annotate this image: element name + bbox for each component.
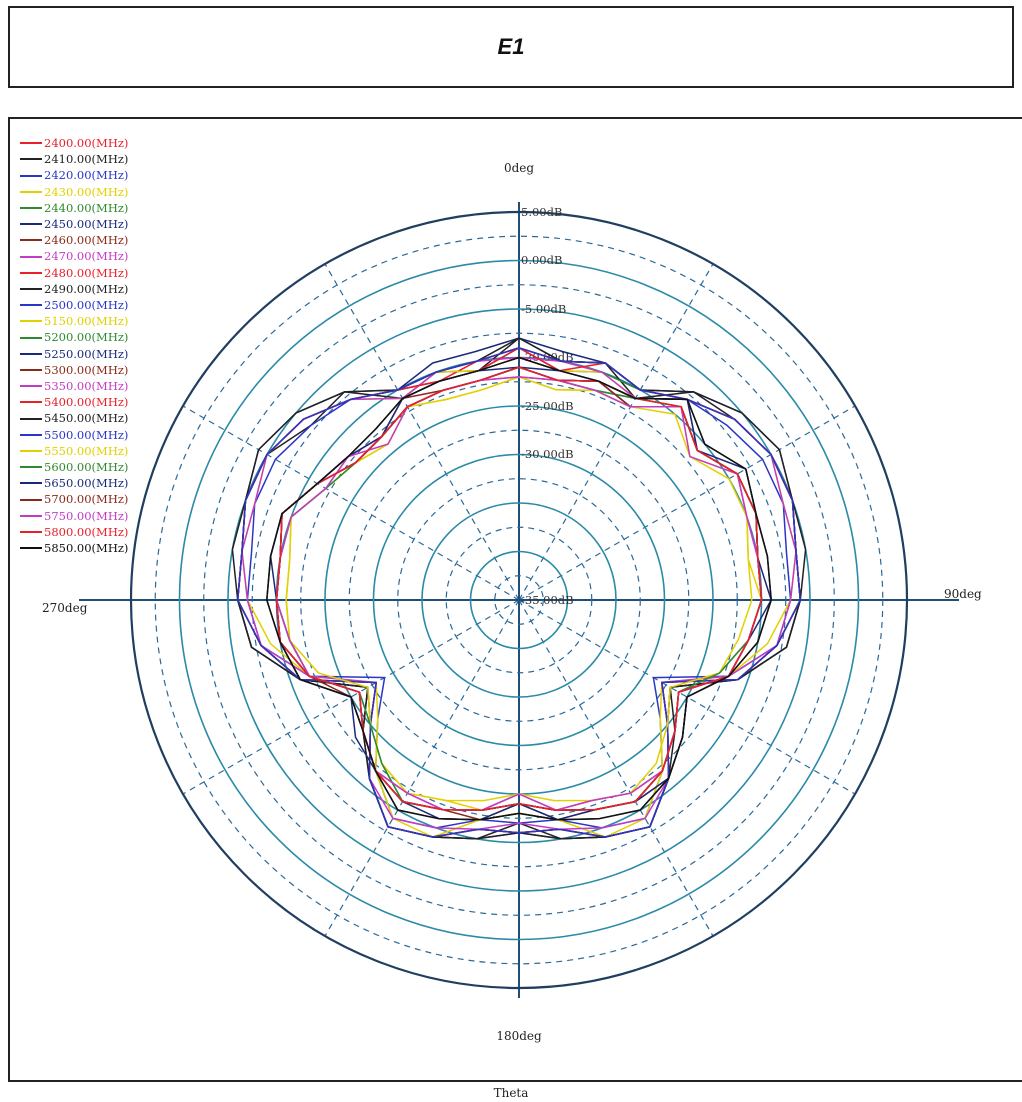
legend-swatch: [20, 288, 42, 290]
legend-item: 2400.00(MHz): [20, 135, 128, 151]
legend-swatch: [20, 547, 42, 549]
legend-swatch: [20, 515, 42, 517]
legend-label: 5450.00(MHz): [44, 410, 128, 426]
legend-item: 2420.00(MHz): [20, 167, 128, 183]
legend-label: 5850.00(MHz): [44, 540, 128, 556]
legend-swatch: [20, 207, 42, 209]
legend-item: 5500.00(MHz): [20, 427, 128, 443]
legend-item: 5250.00(MHz): [20, 346, 128, 362]
legend-swatch: [20, 482, 42, 484]
legend-label: 5600.00(MHz): [44, 459, 128, 475]
legend-item: 2470.00(MHz): [20, 248, 128, 264]
legend-item: 5700.00(MHz): [20, 491, 128, 507]
legend-label: 2490.00(MHz): [44, 281, 128, 297]
legend-swatch: [20, 434, 42, 436]
legend-item: 5150.00(MHz): [20, 313, 128, 329]
legend-item: 5750.00(MHz): [20, 508, 128, 524]
legend-item: 5800.00(MHz): [20, 524, 128, 540]
legend-swatch: [20, 353, 42, 355]
legend-swatch: [20, 304, 42, 306]
radial-tick-label: 0.00dB: [521, 253, 562, 267]
legend-item: 5450.00(MHz): [20, 410, 128, 426]
angle-label-180: 180deg: [496, 1029, 542, 1043]
legend-label: 5750.00(MHz): [44, 508, 128, 524]
legend: 2400.00(MHz) 2410.00(MHz) 2420.00(MHz) 2430…: [20, 135, 128, 556]
legend-item: 5650.00(MHz): [20, 475, 128, 491]
legend-label: 5250.00(MHz): [44, 346, 128, 362]
legend-swatch: [20, 369, 42, 371]
legend-item: 5550.00(MHz): [20, 443, 128, 459]
legend-item: 2480.00(MHz): [20, 265, 128, 281]
legend-swatch: [20, 499, 42, 501]
legend-swatch: [20, 272, 42, 274]
legend-swatch: [20, 239, 42, 241]
legend-label: 5500.00(MHz): [44, 427, 128, 443]
legend-label: 5350.00(MHz): [44, 378, 128, 394]
legend-swatch: [20, 337, 42, 339]
legend-label: 5300.00(MHz): [44, 362, 128, 378]
legend-swatch: [20, 256, 42, 258]
legend-item: 5600.00(MHz): [20, 459, 128, 475]
legend-item: 5850.00(MHz): [20, 540, 128, 556]
angle-label-270: 270deg: [42, 601, 88, 615]
legend-item: 5350.00(MHz): [20, 378, 128, 394]
legend-swatch: [20, 320, 42, 322]
legend-item: 2500.00(MHz): [20, 297, 128, 313]
legend-item: 2410.00(MHz): [20, 151, 128, 167]
legend-item: 2430.00(MHz): [20, 184, 128, 200]
legend-label: 5700.00(MHz): [44, 491, 128, 507]
legend-label: 5650.00(MHz): [44, 475, 128, 491]
legend-label: 2400.00(MHz): [44, 135, 128, 151]
legend-label: 2460.00(MHz): [44, 232, 128, 248]
legend-swatch: [20, 450, 42, 452]
legend-swatch: [20, 385, 42, 387]
legend-swatch: [20, 466, 42, 468]
angle-label-90: 90deg: [944, 587, 982, 601]
legend-label: 5550.00(MHz): [44, 443, 128, 459]
radial-tick-label: 5.00dB: [521, 205, 562, 219]
legend-item: 2450.00(MHz): [20, 216, 128, 232]
legend-label: 5200.00(MHz): [44, 329, 128, 345]
legend-swatch: [20, 142, 42, 144]
legend-label: 2420.00(MHz): [44, 167, 128, 183]
legend-label: 2410.00(MHz): [44, 151, 128, 167]
legend-swatch: [20, 418, 42, 420]
legend-swatch: [20, 191, 42, 193]
legend-label: 5400.00(MHz): [44, 394, 128, 410]
legend-label: 5150.00(MHz): [44, 313, 128, 329]
legend-label: 2450.00(MHz): [44, 216, 128, 232]
x-axis-label: Theta: [0, 1086, 1022, 1100]
legend-label: 2480.00(MHz): [44, 265, 128, 281]
legend-label: 2440.00(MHz): [44, 200, 128, 216]
legend-item: 5200.00(MHz): [20, 329, 128, 345]
angle-label-0: 0deg: [504, 161, 534, 175]
legend-swatch: [20, 223, 42, 225]
radial-tick-label: -35.00dB: [521, 593, 574, 607]
legend-item: 2460.00(MHz): [20, 232, 128, 248]
legend-label: 2430.00(MHz): [44, 184, 128, 200]
legend-swatch: [20, 175, 42, 177]
radial-tick-label: -30.00dB: [521, 447, 574, 461]
legend-item: 5300.00(MHz): [20, 362, 128, 378]
legend-label: 2500.00(MHz): [44, 297, 128, 313]
legend-swatch: [20, 531, 42, 533]
legend-item: 2440.00(MHz): [20, 200, 128, 216]
legend-item: 2490.00(MHz): [20, 281, 128, 297]
legend-label: 2470.00(MHz): [44, 248, 128, 264]
legend-swatch: [20, 158, 42, 160]
radial-tick-label: -5.00dB: [521, 302, 566, 316]
legend-swatch: [20, 401, 42, 403]
legend-item: 5400.00(MHz): [20, 394, 128, 410]
radial-tick-label: -25.00dB: [521, 399, 574, 413]
legend-label: 5800.00(MHz): [44, 524, 128, 540]
